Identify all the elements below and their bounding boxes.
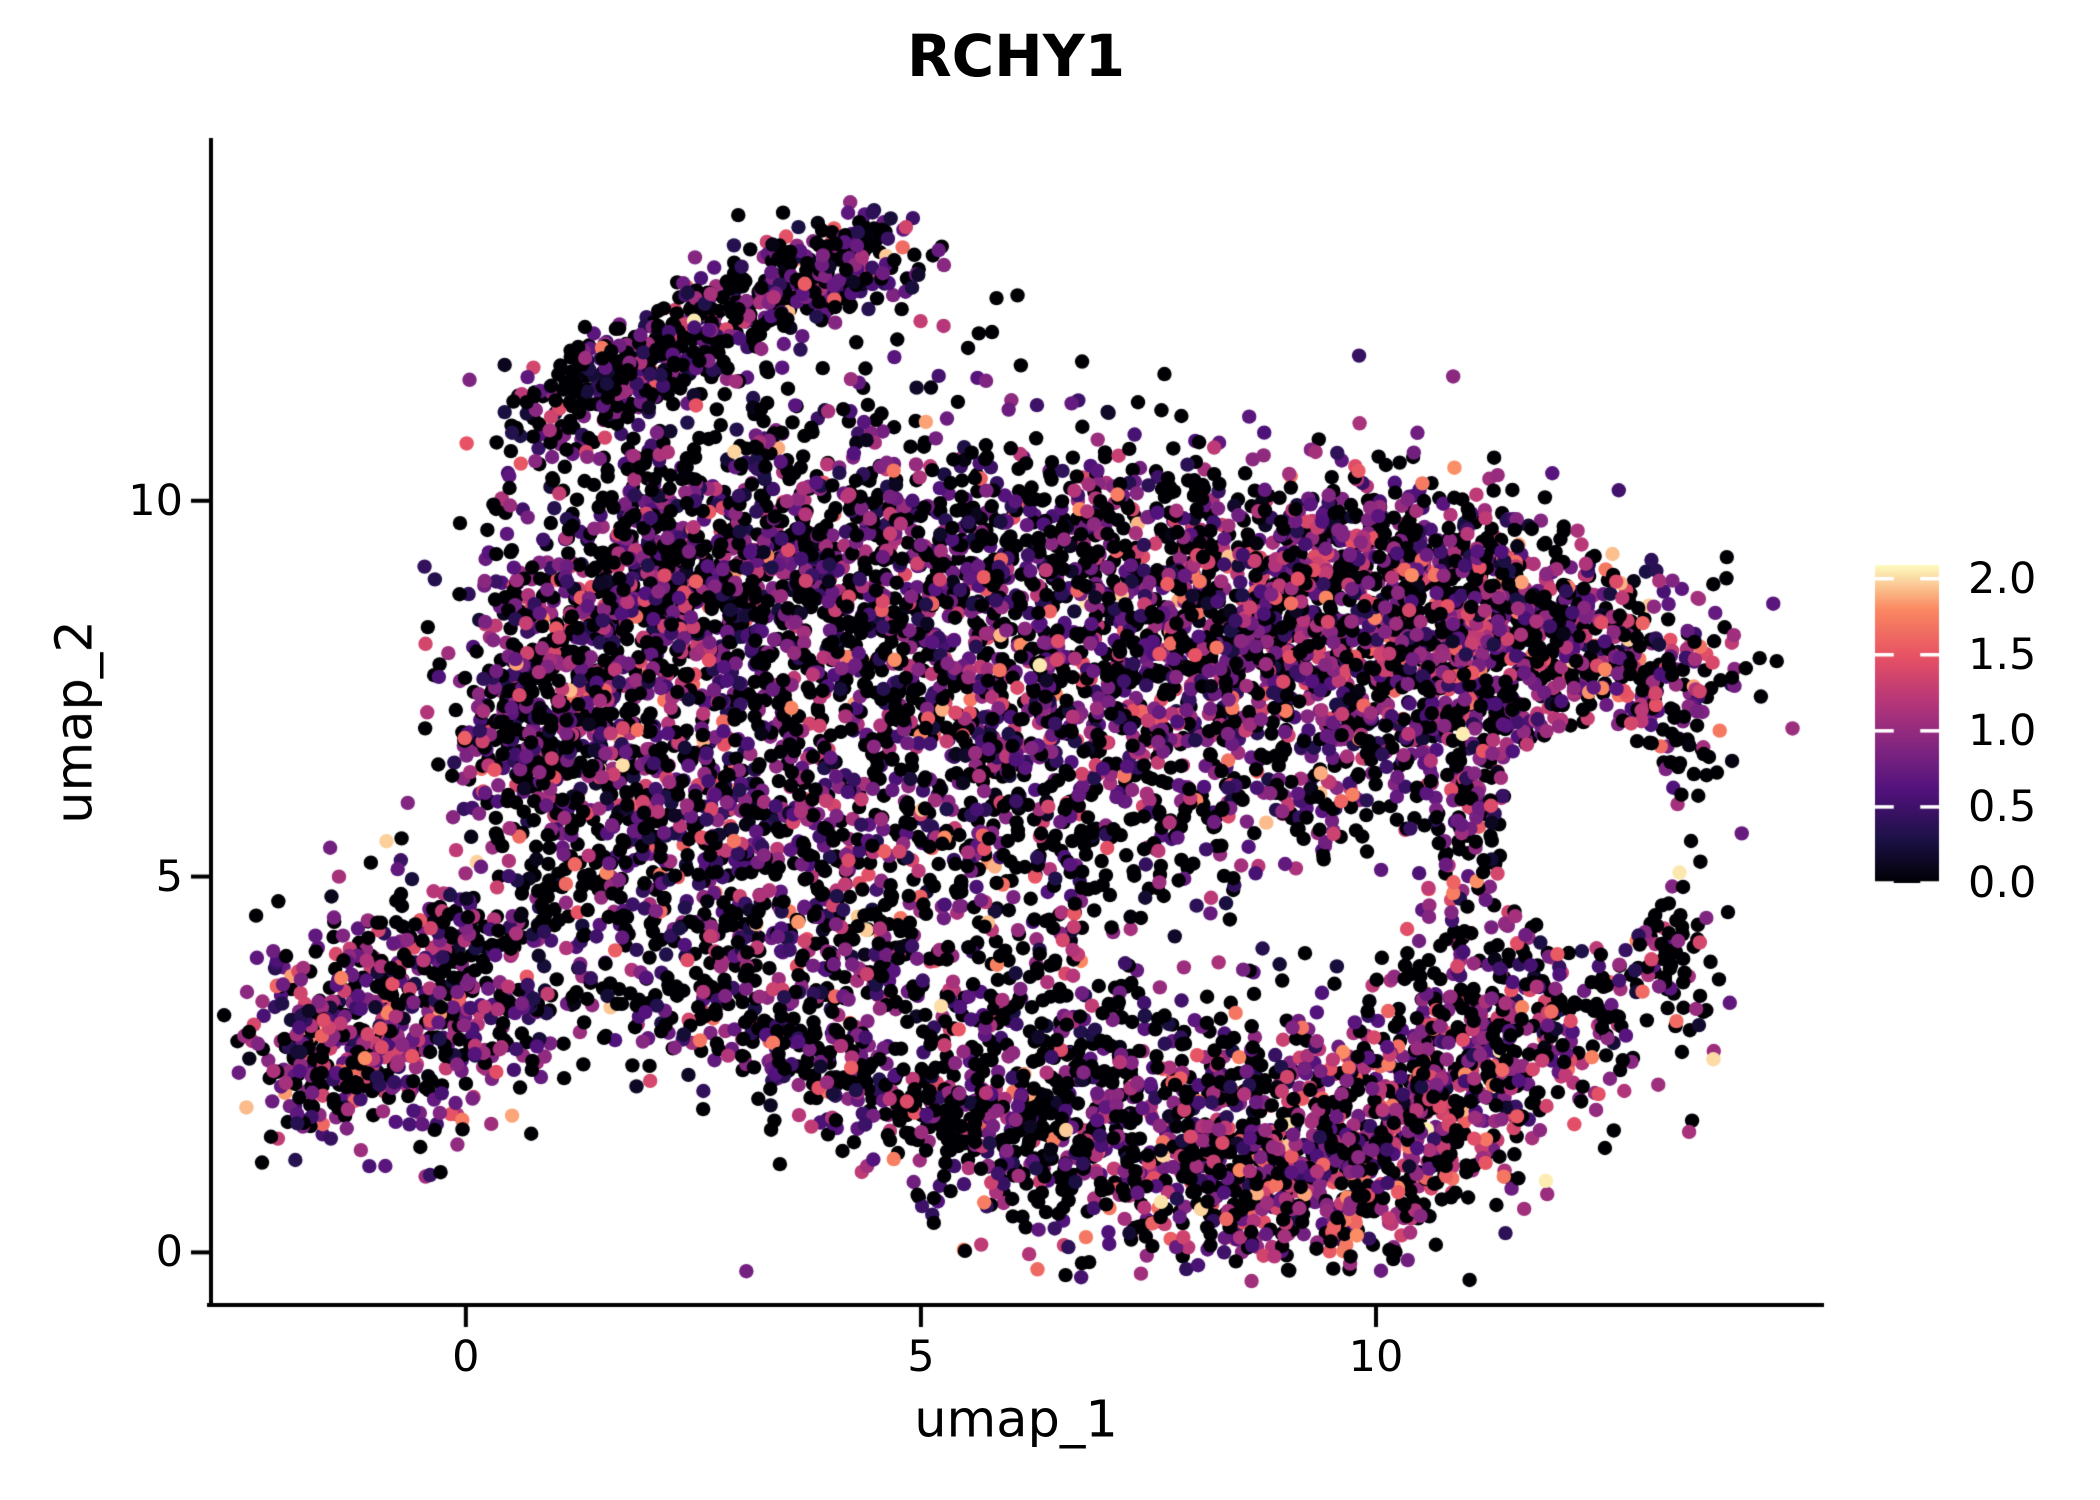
plot-title: RCHY1 (906, 22, 1126, 90)
x-tick-label: 10 (1348, 1332, 1404, 1382)
x-tick-label: 5 (907, 1332, 935, 1382)
y-tick-label: 0 (155, 1227, 183, 1278)
legend-tick-label: 1.0 (1968, 705, 2037, 756)
legend-tick-label: 0.5 (1968, 781, 2037, 832)
y-tick-label: 5 (155, 851, 183, 902)
legend-tick-label: 1.5 (1968, 629, 2037, 680)
x-axis-label: umap_1 (914, 1390, 1118, 1450)
legend-tick-label: 0.0 (1968, 858, 2037, 908)
x-tick-label: 0 (452, 1332, 480, 1382)
y-axis-label: umap_2 (45, 620, 105, 824)
y-tick-label: 10 (128, 475, 183, 526)
legend-tick-label: 2.0 (1968, 553, 2037, 604)
